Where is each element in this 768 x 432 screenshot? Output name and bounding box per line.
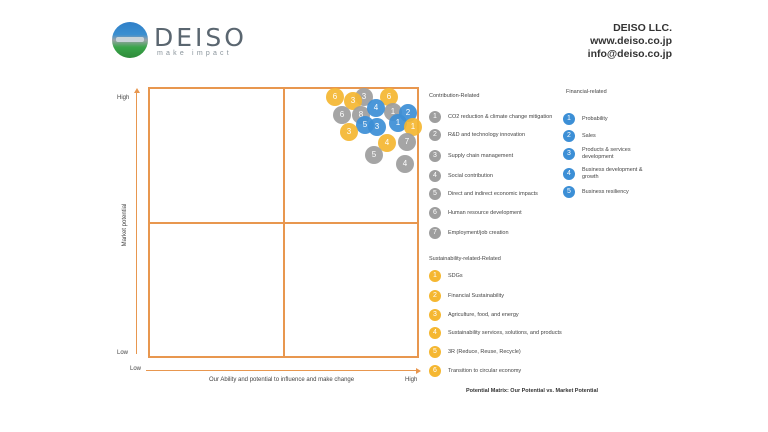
- legend-item: 2 R&D and technology innovation: [429, 129, 525, 141]
- number-badge-icon: 2: [429, 290, 441, 302]
- bubble-sustainability: 3: [340, 123, 358, 141]
- legend-label: Agriculture, food, and energy: [448, 311, 519, 318]
- legend-item: 6 Transition to circular economy: [429, 365, 521, 377]
- legend-item: 3 Products & services development: [563, 147, 652, 161]
- legend-item: 4 Sustainability services, solutions, an…: [429, 327, 562, 339]
- legend-label: R&D and technology innovation: [448, 131, 526, 138]
- number-badge-icon: 7: [429, 227, 441, 239]
- number-badge-icon: 2: [563, 130, 575, 142]
- legend-label: Direct and indirect economic impacts: [448, 190, 538, 197]
- legend-item: 1 SDGs: [429, 270, 463, 282]
- bubble-contribution: 7: [398, 133, 416, 151]
- number-badge-icon: 3: [429, 309, 441, 321]
- company-logo: DEISO make impact: [112, 22, 244, 58]
- legend-item: 6 Human resource development: [429, 207, 522, 219]
- number-badge-icon: 2: [429, 129, 441, 141]
- legend-item: 1 Probability: [563, 113, 608, 125]
- legend-label: Products & services development: [582, 147, 631, 160]
- legend-item: 5 Business resiliency: [563, 186, 629, 198]
- number-badge-icon: 1: [429, 111, 441, 123]
- bubble-sustainability: 1: [404, 118, 422, 136]
- bubble-financial: 4: [367, 99, 385, 117]
- legend-item: 7 Employment/job creation: [429, 227, 509, 239]
- y-axis-arrow-icon: [133, 88, 140, 93]
- legend-label: Employment/job creation: [448, 229, 509, 236]
- y-axis-title: Market potential: [122, 203, 128, 247]
- legend-label: Business development & growth: [582, 167, 643, 180]
- x-axis-high-label: High: [405, 377, 418, 383]
- number-badge-icon: 6: [429, 365, 441, 377]
- number-badge-icon: 1: [563, 113, 575, 125]
- bubble-financial: 1: [389, 114, 407, 132]
- y-axis-high-label: High: [117, 95, 130, 101]
- legend-label: Probability: [582, 115, 608, 122]
- legend-financial-title: Financial-related: [566, 89, 607, 95]
- legend-label: Sales: [582, 132, 596, 139]
- number-badge-icon: 5: [429, 346, 441, 358]
- legend-item: 5 Direct and indirect economic impacts: [429, 188, 538, 200]
- number-badge-icon: 3: [563, 148, 575, 160]
- number-badge-icon: 4: [563, 168, 575, 180]
- legend-label: Transition to circular economy: [448, 367, 522, 374]
- bubble-contribution: 6: [333, 106, 351, 124]
- email-link[interactable]: info@deiso.co.jp: [587, 48, 672, 60]
- bubble-sustainability: 6: [326, 88, 344, 106]
- legend-label: 3R (Reduce, Reuse, Recycle): [448, 348, 521, 355]
- legend-item: 2 Sales: [563, 130, 596, 142]
- number-badge-icon: 6: [429, 207, 441, 219]
- number-badge-icon: 5: [429, 188, 441, 200]
- y-axis-line: [136, 92, 137, 354]
- legend-label: Social contribution: [448, 172, 493, 179]
- legend-item: 1 CO2 reduction & climate change mitigat…: [429, 111, 568, 123]
- legend-label: Sustainability services, solutions, and …: [448, 329, 562, 336]
- legend-label: SDGs: [448, 272, 463, 279]
- logo-tagline: make impact: [157, 50, 232, 57]
- y-axis-low-label: Low: [117, 350, 129, 356]
- legend-item: 3 Agriculture, food, and energy: [429, 309, 519, 321]
- legend-item: 4 Business development & growth: [563, 167, 652, 181]
- x-axis-title: Our Ability and potential to influence a…: [209, 377, 355, 383]
- bubble-contribution: 4: [396, 155, 414, 173]
- legend-label: CO2 reduction & climate change mitigatio…: [448, 113, 553, 120]
- x-axis-arrow-icon: [416, 367, 421, 374]
- legend-contribution-title: Contribution-Related: [429, 93, 480, 99]
- number-badge-icon: 4: [429, 170, 441, 182]
- logo-text: DEISO: [154, 23, 247, 52]
- number-badge-icon: 3: [429, 150, 441, 162]
- company-name: DEISO LLC.: [613, 22, 672, 34]
- bubble-sustainability: 6: [380, 88, 398, 106]
- legend-item: 3 Supply chain management: [429, 150, 513, 162]
- legend-item: 4 Social contribution: [429, 170, 493, 182]
- bubble-financial: 3: [368, 118, 386, 136]
- globe-logo-icon: [112, 22, 148, 58]
- bubble-contribution: 5: [365, 146, 383, 164]
- bubble-sustainability: 3: [344, 92, 362, 110]
- legend-label: Supply chain management: [448, 152, 514, 159]
- legend-sustainability-title: Sustainability-related-Related: [429, 256, 501, 262]
- number-badge-icon: 4: [429, 327, 441, 339]
- legend-item: 2 Financial Sustainability: [429, 290, 504, 302]
- number-badge-icon: 1: [429, 270, 441, 282]
- legend-label: Human resource development: [448, 209, 522, 216]
- chart-caption: Potential Matrix: Our Potential vs. Mark…: [466, 388, 599, 394]
- legend-label: Financial Sustainability: [448, 292, 504, 299]
- x-axis-low-label: Low: [130, 366, 142, 372]
- legend-label: Business resiliency: [582, 188, 629, 195]
- number-badge-icon: 5: [563, 186, 575, 198]
- website-link[interactable]: www.deiso.co.jp: [590, 35, 672, 47]
- horizontal-divider: [150, 222, 417, 224]
- bubble-sustainability: 4: [378, 134, 396, 152]
- contact-block: DEISO LLC. www.deiso.co.jp info@deiso.co…: [588, 22, 672, 61]
- legend-item: 5 3R (Reduce, Reuse, Recycle): [429, 346, 521, 358]
- potential-matrix: [148, 87, 419, 358]
- x-axis-line: [146, 370, 416, 371]
